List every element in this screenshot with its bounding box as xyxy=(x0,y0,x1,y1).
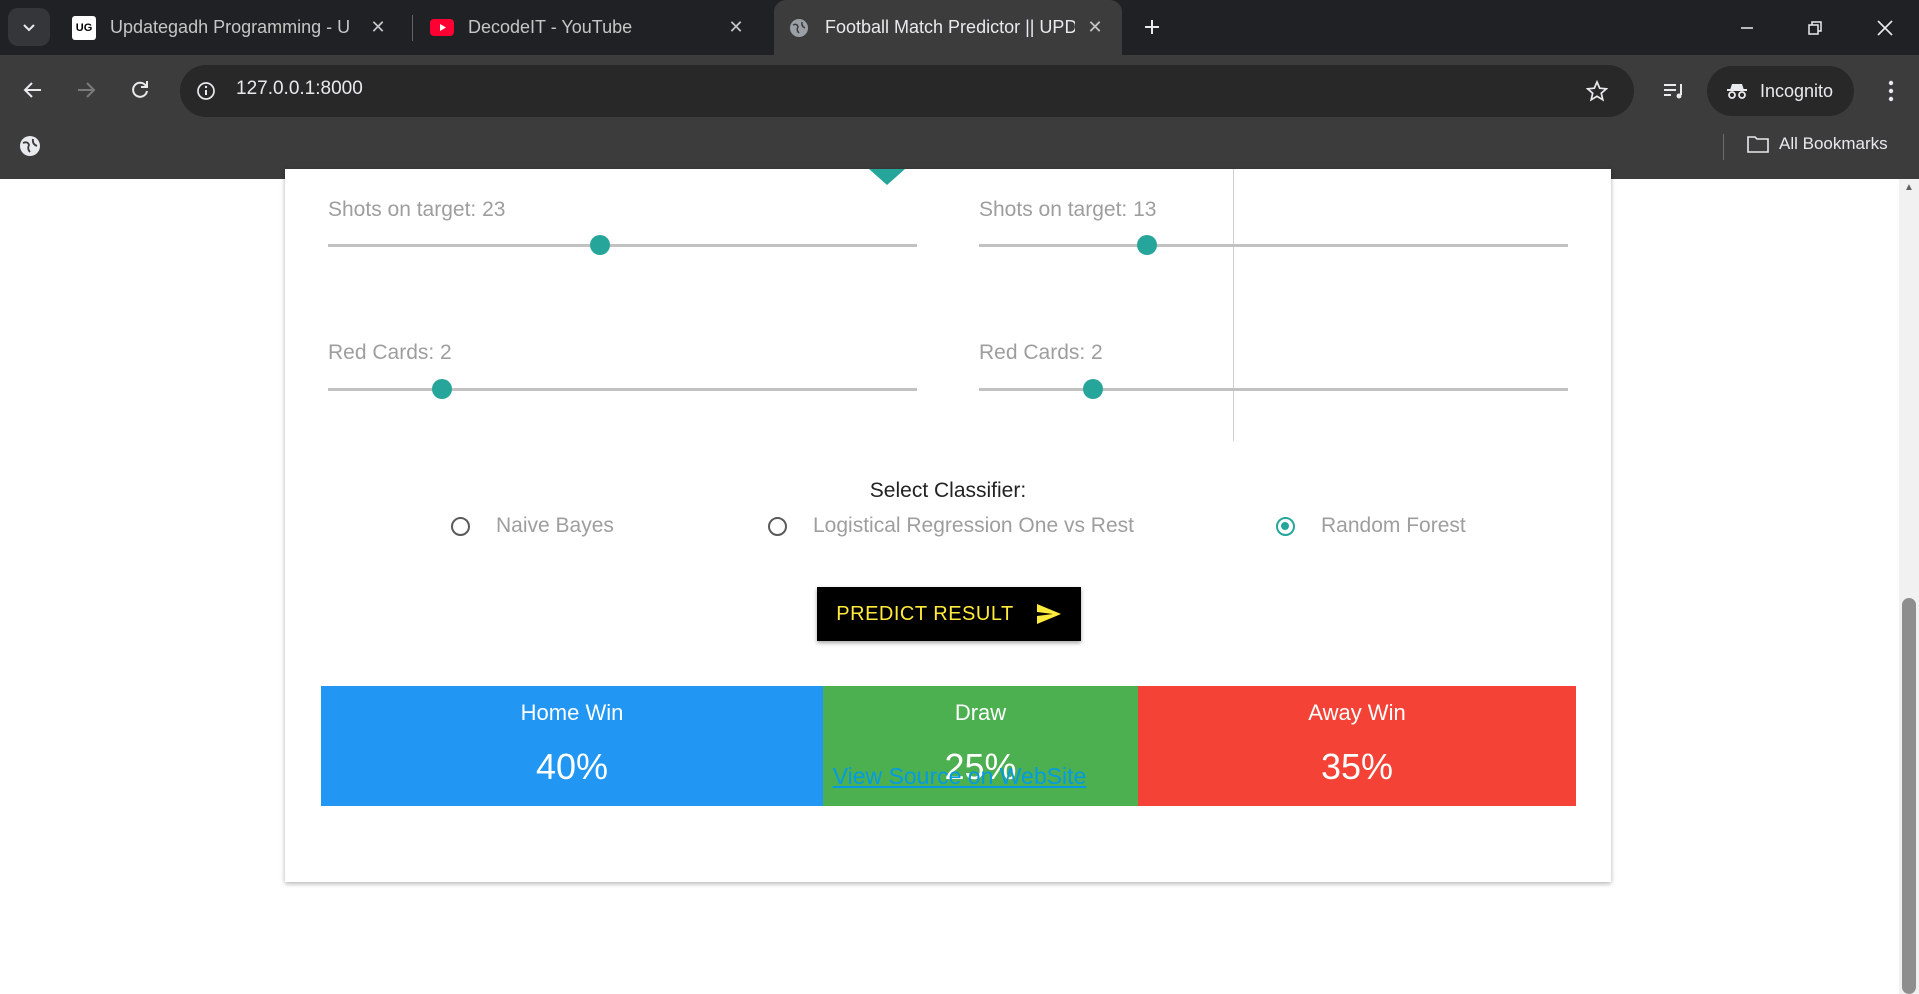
result-value: 40% xyxy=(535,746,609,787)
close-icon xyxy=(1877,19,1893,36)
scroll-up-arrow-icon[interactable]: ▲ xyxy=(1904,182,1914,193)
new-tab-button[interactable] xyxy=(1137,12,1167,42)
radio-naive-bayes[interactable]: Naive Bayes xyxy=(451,514,614,538)
back-arrow-icon xyxy=(23,82,41,98)
radio-selected-icon[interactable] xyxy=(1276,516,1295,536)
predict-label: PREDICT RESULT xyxy=(836,602,1014,625)
bookmark-separator xyxy=(1723,134,1724,160)
reload-button[interactable] xyxy=(122,72,158,108)
away-red-cards-label: Red Cards: 2 xyxy=(979,341,1103,364)
tab-updategadh[interactable]: UG Updategadh Programming - Up ✕ xyxy=(60,0,405,55)
slider-track xyxy=(979,244,1568,247)
page-content: Shots on target: 23 Red Cards: 2 Shots o… xyxy=(0,169,1919,994)
slider-thumb[interactable] xyxy=(1137,235,1157,255)
bookmark-globe-icon[interactable] xyxy=(17,133,43,159)
team-divider xyxy=(1233,169,1234,441)
folder-icon xyxy=(1747,135,1769,153)
dropdown-caret-icon xyxy=(869,169,905,185)
radio-circle-icon[interactable] xyxy=(768,516,787,536)
result-label: Away Win xyxy=(1308,700,1406,725)
home-red-cards-label: Red Cards: 2 xyxy=(328,341,452,364)
view-source-link[interactable]: View Source on WebSite xyxy=(832,763,1087,789)
scrollbar-thumb[interactable] xyxy=(1902,598,1916,994)
all-bookmarks-button[interactable]: All Bookmarks xyxy=(1747,134,1888,154)
updategadh-favicon: UG xyxy=(72,15,96,40)
incognito-label: Incognito xyxy=(1760,80,1834,101)
tab-strip: UG Updategadh Programming - Up ✕ DecodeI… xyxy=(0,0,1919,55)
radio-circle-icon[interactable] xyxy=(451,516,470,536)
minimize-icon xyxy=(1741,26,1753,29)
result-label: Home Win xyxy=(520,700,624,725)
address-bar[interactable] xyxy=(180,65,1634,117)
home-shots-label: Shots on target: 23 xyxy=(328,198,506,221)
slider-track xyxy=(328,388,917,391)
away-shots-label: Shots on target: 13 xyxy=(979,198,1157,221)
tab-youtube[interactable]: DecodeIT - YouTube ✕ xyxy=(418,0,763,55)
url-text[interactable]: 127.0.0.1:8000 xyxy=(236,78,363,99)
incognito-indicator[interactable]: Incognito xyxy=(1707,66,1854,116)
bookmark-star-icon[interactable] xyxy=(1582,76,1612,106)
forward-arrow-icon xyxy=(78,82,96,98)
restore-button[interactable] xyxy=(1781,0,1849,55)
predictor-card: Shots on target: 23 Red Cards: 2 Shots o… xyxy=(285,169,1611,882)
chevron-down-icon xyxy=(23,24,35,32)
close-tab-icon[interactable]: ✕ xyxy=(1087,16,1103,37)
slider-thumb[interactable] xyxy=(1083,379,1103,399)
close-tab-icon[interactable]: ✕ xyxy=(370,16,386,37)
site-info-icon[interactable] xyxy=(192,77,220,105)
radio-label: Random Forest xyxy=(1321,514,1466,537)
globe-icon xyxy=(787,16,811,40)
classifier-title: Select Classifier: xyxy=(869,479,1027,502)
result-value: 35% xyxy=(1320,746,1394,787)
youtube-icon xyxy=(430,16,454,40)
reload-icon xyxy=(132,81,148,98)
tab-title: DecodeIT - YouTube xyxy=(468,17,633,37)
slider-track xyxy=(979,388,1568,391)
media-controls-icon[interactable] xyxy=(1659,76,1689,106)
slider-thumb[interactable] xyxy=(590,235,610,255)
back-button[interactable] xyxy=(15,72,51,108)
slider-thumb[interactable] xyxy=(432,379,452,399)
radio-label: Logistical Regression One vs Rest xyxy=(813,514,1134,537)
radio-random-forest[interactable]: Random Forest xyxy=(1276,514,1466,538)
slider-track xyxy=(328,244,917,247)
tab-title: Updategadh Programming - Up xyxy=(110,17,350,37)
restore-icon xyxy=(1808,20,1822,35)
tab-title: Football Match Predictor || UPD xyxy=(825,17,1075,37)
radio-label: Naive Bayes xyxy=(496,514,614,537)
tab-search-button[interactable] xyxy=(8,8,50,46)
result-value: 25% xyxy=(944,746,1017,787)
radio-logistic-regression[interactable]: Logistical Regression One vs Rest xyxy=(768,514,1134,538)
away-win-result: Away Win 35% xyxy=(1138,686,1576,806)
plus-icon xyxy=(1145,20,1159,34)
result-label: Draw xyxy=(954,700,1007,725)
predict-result-button[interactable]: PREDICT RESULT xyxy=(817,587,1081,641)
send-icon xyxy=(1036,603,1062,625)
all-bookmarks-label: All Bookmarks xyxy=(1779,134,1888,153)
draw-result: Draw 25% xyxy=(823,686,1138,806)
home-win-result: Home Win 40% xyxy=(321,686,823,806)
close-tab-icon[interactable]: ✕ xyxy=(728,16,744,37)
minimize-button[interactable] xyxy=(1713,0,1781,55)
close-window-button[interactable] xyxy=(1851,0,1919,55)
incognito-icon xyxy=(1726,82,1748,100)
tab-football-predictor[interactable]: Football Match Predictor || UPD ✕ xyxy=(774,0,1122,55)
forward-button[interactable] xyxy=(68,72,104,108)
tab-separator xyxy=(412,15,413,41)
browser-menu-icon[interactable] xyxy=(1876,76,1906,106)
